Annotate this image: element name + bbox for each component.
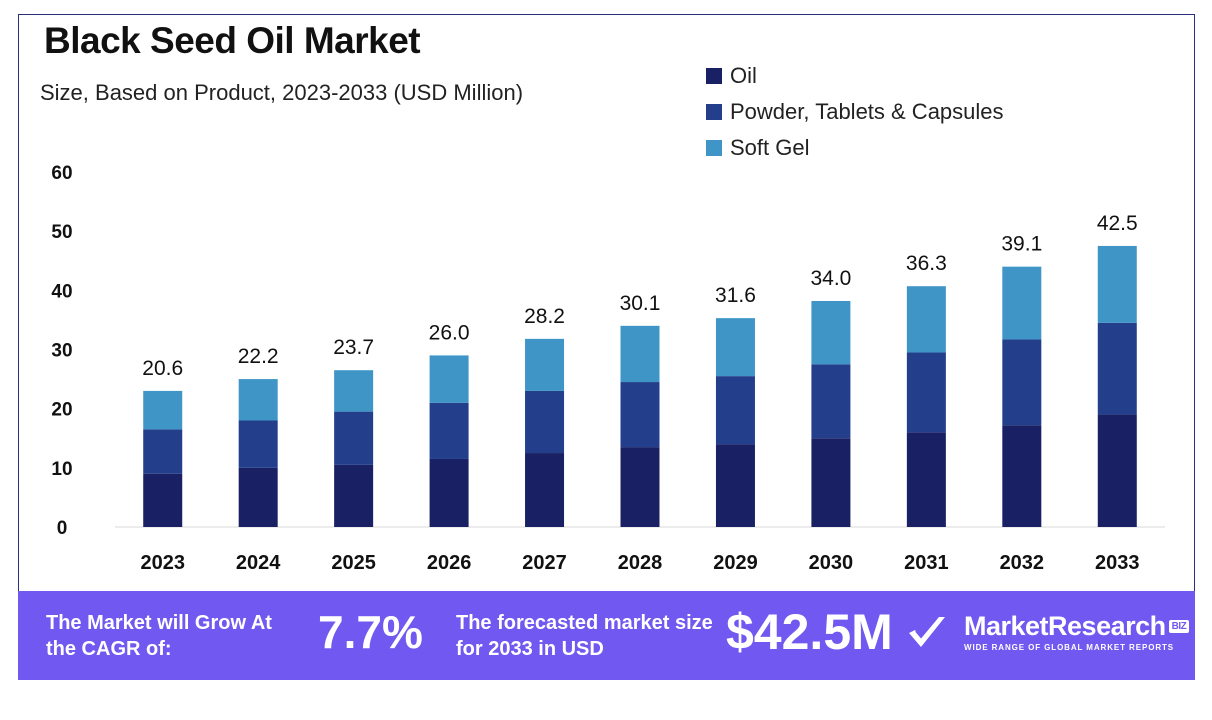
bar-total-label: 28.2 xyxy=(524,305,565,328)
x-tick-label: 2029 xyxy=(713,552,758,574)
bar-segment-powder-2031 xyxy=(906,352,946,433)
bar-segment-powder-2032 xyxy=(1002,339,1042,426)
y-tick-label: 50 xyxy=(51,222,72,243)
bar-total-label: 42.5 xyxy=(1097,212,1138,235)
bar-segment-soft-2032 xyxy=(1002,266,1042,340)
bar-total-label: 20.6 xyxy=(142,357,183,380)
chart-frame xyxy=(18,14,1195,680)
bar-segment-powder-2025 xyxy=(334,411,374,465)
x-tick-label: 2028 xyxy=(618,552,663,574)
bar-segment-soft-2026 xyxy=(429,355,469,403)
brand-name: MarketResearch xyxy=(964,611,1166,641)
x-tick-label: 2026 xyxy=(427,552,472,574)
bar-segment-powder-2026 xyxy=(429,402,469,459)
x-tick-label: 2031 xyxy=(904,552,949,574)
chart-title: Black Seed Oil Market xyxy=(44,20,421,61)
bar-total-label: 34.0 xyxy=(810,267,851,290)
chart-subtitle: Size, Based on Product, 2023-2033 (USD M… xyxy=(40,80,524,105)
y-tick-label: 30 xyxy=(51,341,72,362)
legend-item-powder: Powder, Tablets & Capsules xyxy=(706,94,1004,130)
chart-legend: Oil Powder, Tablets & Capsules Soft Gel xyxy=(706,58,1004,166)
x-tick-label: 2025 xyxy=(331,552,376,574)
bar-segment-soft-2029 xyxy=(715,318,755,377)
legend-label-powder: Powder, Tablets & Capsules xyxy=(730,99,1004,124)
bar-segment-powder-2027 xyxy=(525,390,565,454)
bar-segment-powder-2030 xyxy=(811,364,851,439)
bar-segment-oil-2027 xyxy=(525,453,565,527)
bar-segment-oil-2032 xyxy=(1002,425,1042,527)
legend-label-oil: Oil xyxy=(730,63,757,88)
bar-segment-powder-2033 xyxy=(1097,322,1137,415)
summary-banner: The Market will Grow At the CAGR of: 7.7… xyxy=(18,591,1195,680)
legend-item-oil: Oil xyxy=(706,58,1004,94)
bar-segment-soft-2027 xyxy=(525,338,565,391)
x-tick-label: 2030 xyxy=(809,552,854,574)
cagr-label: The Market will Grow At the CAGR of: xyxy=(46,612,272,660)
legend-swatch-oil xyxy=(706,68,722,84)
x-tick-label: 2024 xyxy=(236,552,281,574)
x-tick-label: 2027 xyxy=(522,552,567,574)
stacked-bar-chart: 010203040506020.6202322.2202423.7202526.… xyxy=(51,163,1165,574)
y-tick-label: 20 xyxy=(51,400,72,421)
x-tick-label: 2023 xyxy=(140,552,185,574)
bar-segment-soft-2028 xyxy=(620,325,660,383)
bar-total-label: 36.3 xyxy=(906,252,947,275)
bar-segment-oil-2028 xyxy=(620,447,660,527)
bar-segment-oil-2033 xyxy=(1097,414,1137,527)
bar-segment-oil-2025 xyxy=(334,464,374,527)
bar-total-label: 26.0 xyxy=(429,321,470,344)
bar-segment-soft-2025 xyxy=(334,370,374,412)
legend-label-softgel: Soft Gel xyxy=(730,135,810,160)
cagr-value: 7.7% xyxy=(318,606,423,658)
bar-segment-soft-2023 xyxy=(143,390,183,430)
bar-segment-soft-2030 xyxy=(811,300,851,365)
bar-segment-oil-2030 xyxy=(811,438,851,527)
y-tick-label: 40 xyxy=(51,281,72,302)
bar-segment-soft-2033 xyxy=(1097,245,1137,323)
bar-total-label: 31.6 xyxy=(715,284,756,307)
bar-segment-oil-2031 xyxy=(906,432,946,527)
bar-segment-oil-2024 xyxy=(238,467,278,527)
bar-segment-soft-2031 xyxy=(906,286,946,353)
x-tick-label: 2032 xyxy=(1000,552,1045,574)
bar-segment-powder-2028 xyxy=(620,382,660,448)
bar-segment-powder-2023 xyxy=(143,429,183,474)
brand-logo: MarketResearch BIZ WIDE RANGE OF GLOBAL … xyxy=(964,611,1190,652)
forecast-value: $42.5M xyxy=(726,604,893,660)
bar-segment-oil-2026 xyxy=(429,458,469,527)
bar-total-label: 30.1 xyxy=(620,292,661,315)
legend-item-softgel: Soft Gel xyxy=(706,130,1004,166)
bar-total-label: 22.2 xyxy=(238,345,279,368)
x-tick-label: 2033 xyxy=(1095,552,1140,574)
y-tick-label: 60 xyxy=(51,163,72,184)
checkmark-icon xyxy=(909,617,945,647)
legend-swatch-powder xyxy=(706,104,722,120)
legend-swatch-softgel xyxy=(706,140,722,156)
bar-total-label: 23.7 xyxy=(333,336,374,359)
forecast-label: The forecasted market size for 2033 in U… xyxy=(456,612,713,660)
y-tick-label: 0 xyxy=(57,518,68,539)
bar-total-label: 39.1 xyxy=(1001,233,1042,256)
bar-segment-oil-2029 xyxy=(715,444,755,527)
brand-suffix: BIZ xyxy=(1168,620,1190,633)
bar-segment-soft-2024 xyxy=(238,379,278,421)
bar-segment-powder-2029 xyxy=(715,376,755,445)
brand-tagline: WIDE RANGE OF GLOBAL MARKET REPORTS xyxy=(964,643,1175,652)
bar-segment-powder-2024 xyxy=(238,420,278,468)
bar-segment-oil-2023 xyxy=(143,473,183,527)
y-tick-label: 10 xyxy=(51,459,72,480)
